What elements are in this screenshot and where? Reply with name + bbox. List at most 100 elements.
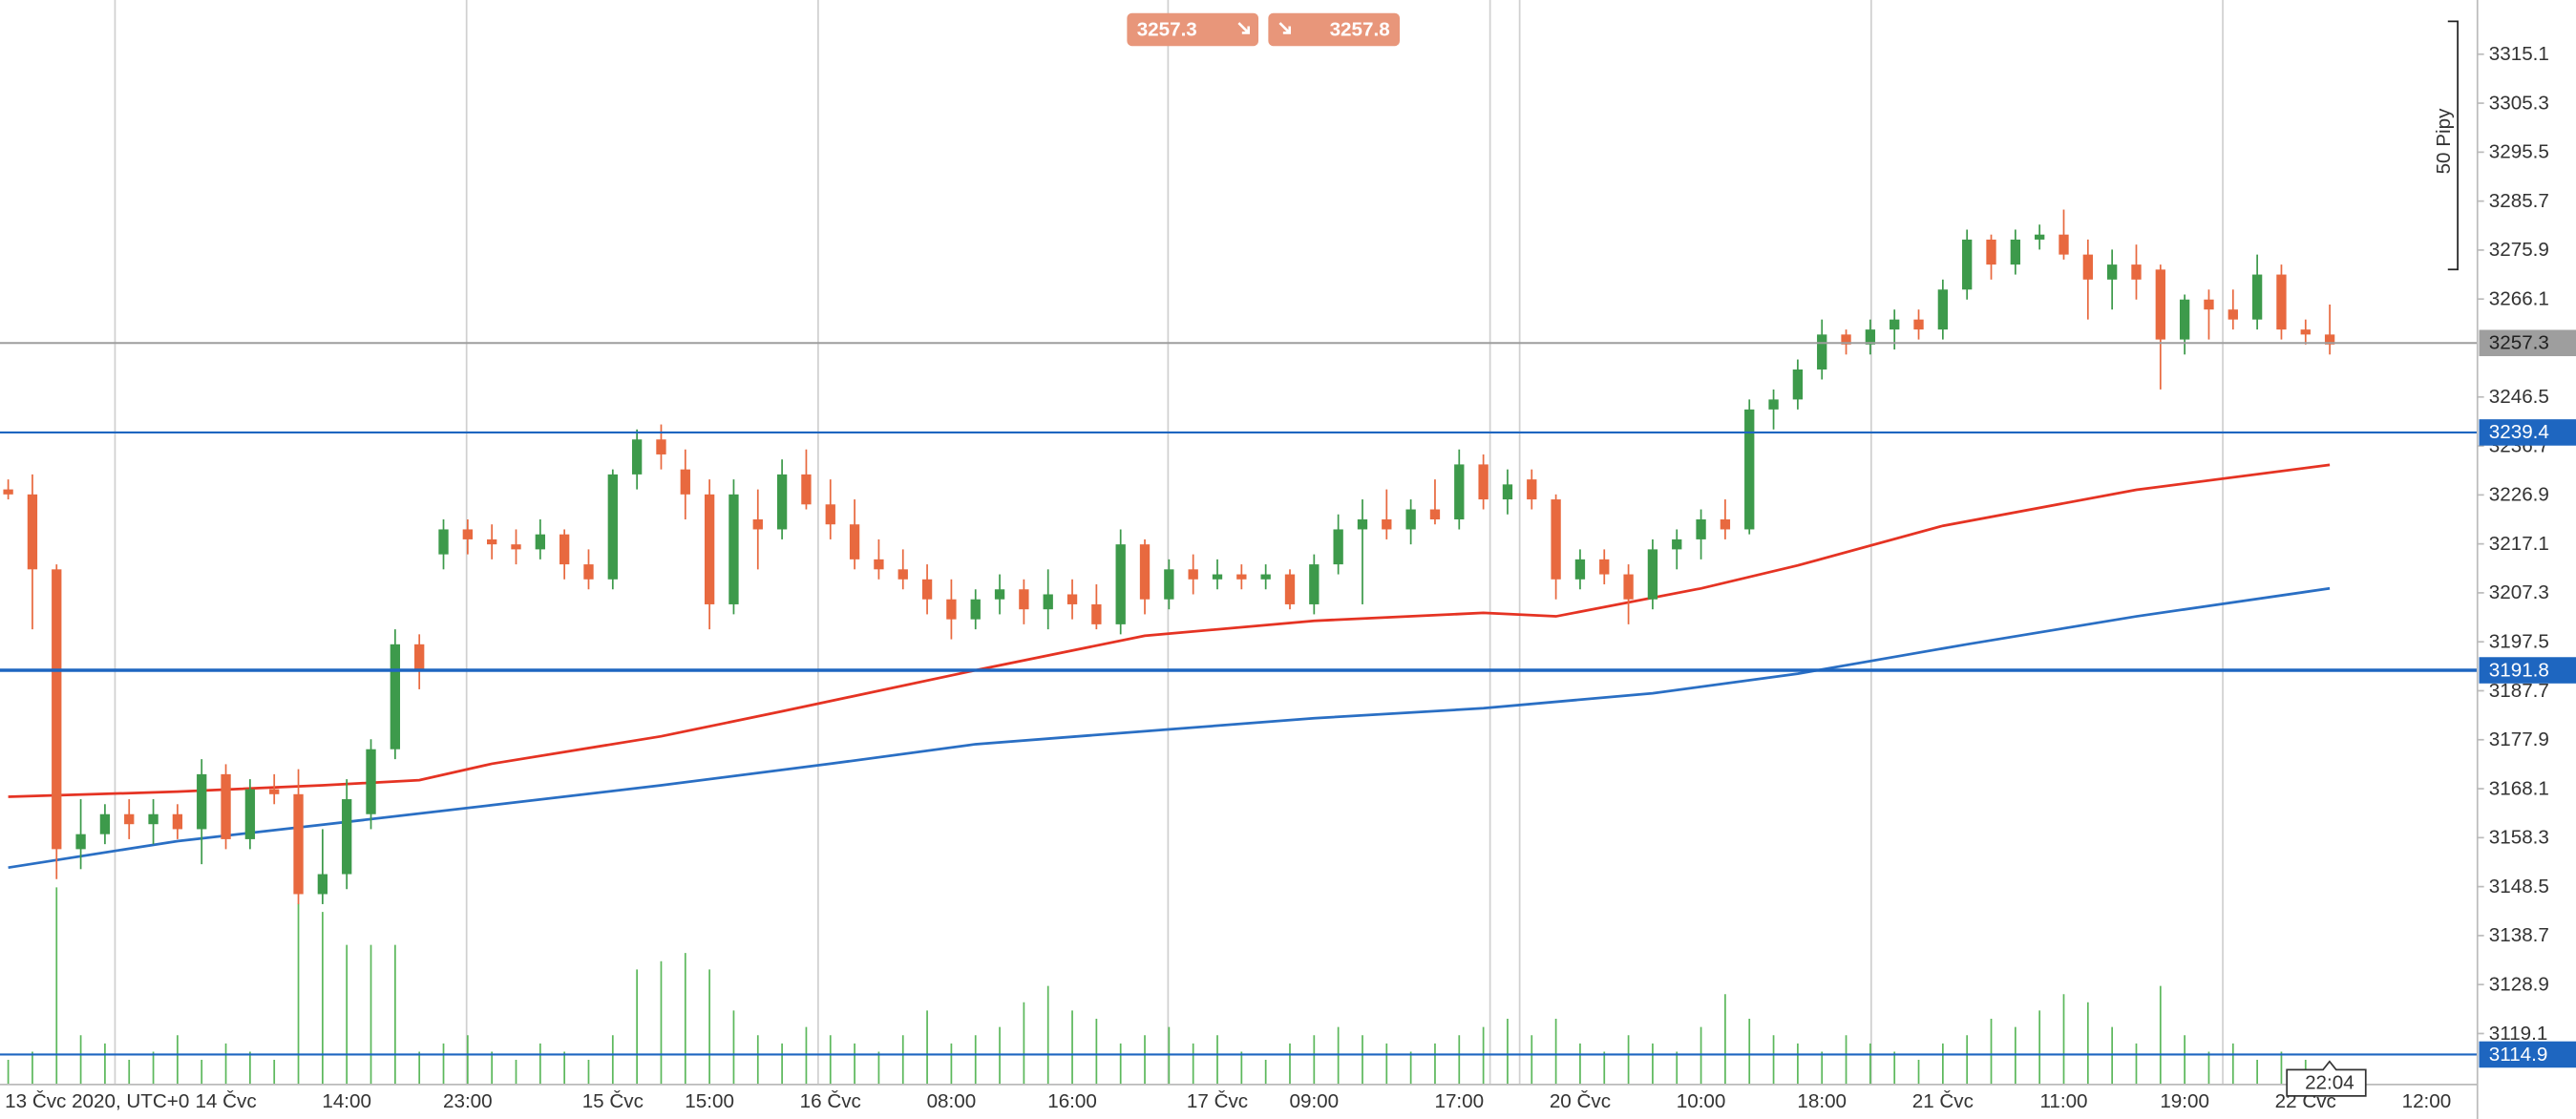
candle-body <box>172 813 183 830</box>
candle-body <box>1164 569 1174 600</box>
candle-body <box>1551 499 1561 580</box>
price-level-tag <box>2479 657 2576 684</box>
candle-body <box>897 569 908 580</box>
candle-body <box>535 534 545 550</box>
y-tick-label: 3197.5 <box>2489 631 2549 653</box>
candle-body <box>2276 274 2287 330</box>
candle-body <box>293 793 304 895</box>
candle-layer <box>3 209 2335 904</box>
buy-price[interactable]: 3257.8 <box>1330 18 1390 40</box>
y-tick-label: 3158.3 <box>2489 827 2549 849</box>
x-axis: 13 Čvc 2020, UTC+0 14 Čvc 14:00 23:00 15 Čvc… <box>5 1090 2451 1112</box>
candle-body <box>244 789 256 839</box>
candle-body <box>680 469 690 495</box>
candle-body <box>2324 334 2335 345</box>
candle-body <box>1913 319 1924 330</box>
candle-body <box>487 538 497 545</box>
time-grid <box>114 0 2224 1085</box>
candle-body <box>2035 234 2045 240</box>
candle-body <box>1962 239 1973 290</box>
candle-body <box>52 569 62 850</box>
candle-body <box>221 773 231 839</box>
candle-body <box>1382 518 1392 530</box>
candle-body <box>583 564 594 580</box>
candle-body <box>462 529 474 539</box>
candle-body <box>1890 319 1900 330</box>
x-tick-label: 17:00 <box>1434 1090 1484 1112</box>
x-tick-label: 16 Čvc <box>800 1090 861 1112</box>
candle-body <box>921 579 933 600</box>
y-tick-label: 3217.1 <box>2489 533 2549 555</box>
price-level-tag <box>2479 1041 2576 1068</box>
x-tick-label: 15 Čvc <box>582 1090 644 1112</box>
candle-body <box>728 494 739 604</box>
candle-body <box>1744 409 1755 530</box>
candle-body <box>1623 574 1634 600</box>
candle-body <box>752 518 763 530</box>
candle-body <box>970 599 981 620</box>
x-tick-label: 18:00 <box>1797 1090 1847 1112</box>
y-tick-label: 3177.9 <box>2489 728 2549 750</box>
price-level-label: 3257.3 <box>2489 332 2549 354</box>
x-tick-label: 09:00 <box>1290 1090 1340 1112</box>
candle-body <box>414 644 425 669</box>
candle-body <box>1115 544 1126 624</box>
candle-body <box>2251 274 2263 320</box>
candle-body <box>2179 299 2190 340</box>
candle-body <box>2010 239 2021 265</box>
candle-body <box>390 644 401 750</box>
crosshair-box <box>2286 1060 2367 1097</box>
candle-body <box>1502 484 1513 500</box>
ma-layer <box>8 463 2331 870</box>
candle-body <box>607 474 618 580</box>
candle-body <box>3 489 13 495</box>
buy-button-bg[interactable] <box>1268 12 1401 47</box>
candle-body <box>656 439 666 454</box>
x-tick-label: 11:00 <box>2039 1090 2087 1112</box>
sell-arrow[interactable] <box>1237 22 1250 34</box>
candle-body <box>366 749 376 814</box>
x-tick-label: 23:00 <box>443 1090 493 1112</box>
sell-button[interactable]: 3257.3 <box>1127 12 1259 47</box>
x-tick-label: 15:00 <box>685 1090 734 1112</box>
candle-body <box>1357 518 1368 530</box>
candle-body <box>849 524 860 560</box>
x-tick-label: 19:00 <box>2160 1090 2209 1112</box>
candle-body <box>1527 479 1537 500</box>
buy-button[interactable]: 3257.8 <box>1268 12 1401 47</box>
candle-body <box>1768 399 1779 410</box>
candle-body <box>559 534 570 565</box>
x-tick-label: 21 Čvc <box>1912 1090 1974 1112</box>
sell-button-bg[interactable] <box>1127 12 1259 47</box>
y-axis: 3315.1 3305.3 3295.5 3285.7 3275.9 3266.1 3246… <box>2477 43 2549 1045</box>
candle-body <box>2082 254 2093 280</box>
candle-body <box>2155 269 2165 340</box>
x-tick-label: 14 Čvc <box>195 1090 256 1112</box>
price-level-label: 3114.9 <box>2489 1044 2548 1066</box>
price-level-tag <box>2479 329 2576 357</box>
candle-body <box>1599 559 1610 575</box>
sell-price[interactable]: 3257.3 <box>1137 18 1197 40</box>
y-tick-label: 3168.1 <box>2489 777 2549 799</box>
x-tick-label: 13 Čvc 2020, UTC+0 <box>5 1090 189 1112</box>
candle-body <box>1937 289 1949 330</box>
candle-body <box>269 789 280 794</box>
candle-body <box>1986 239 1996 265</box>
candle-body <box>2059 234 2069 255</box>
candle-body <box>1647 549 1658 600</box>
y-tick-label: 3246.5 <box>2489 386 2549 408</box>
x-tick-label: 10:00 <box>1677 1090 1726 1112</box>
candle-body <box>1792 369 1804 400</box>
candle-body <box>776 474 788 530</box>
candle-body <box>75 834 86 850</box>
x-tick-label: 17 Čvc <box>1187 1090 1248 1112</box>
candle-body <box>825 504 835 525</box>
candle-body <box>1720 518 1731 530</box>
y-tick-label: 3128.9 <box>2489 974 2549 996</box>
candle-body <box>2228 309 2238 320</box>
candle-body <box>1454 464 1465 519</box>
buy-arrow[interactable] <box>1278 22 1292 34</box>
candle-body <box>631 439 643 475</box>
candle-body <box>874 559 884 570</box>
